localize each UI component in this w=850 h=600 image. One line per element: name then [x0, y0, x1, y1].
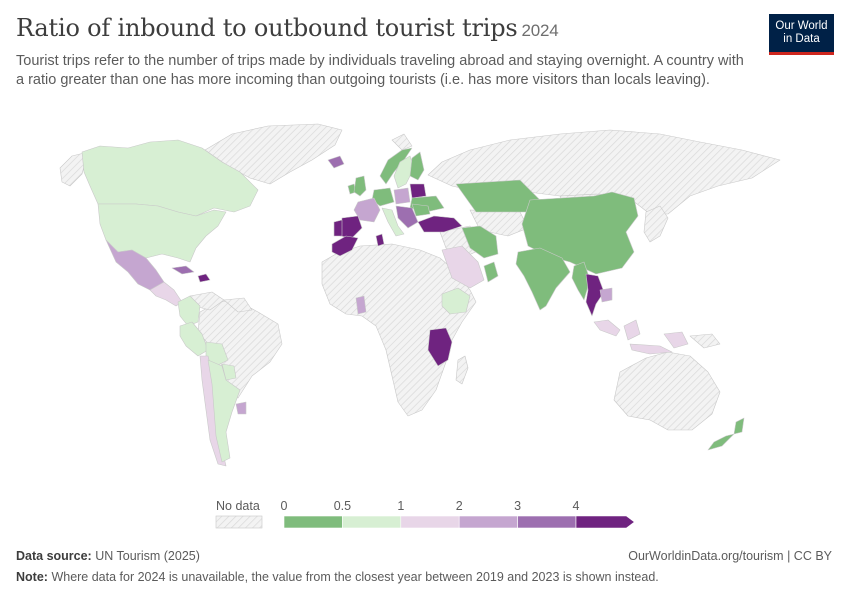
cambodia-region[interactable]: [599, 287, 613, 303]
poland-region[interactable]: [393, 187, 411, 205]
legend-no-data-label: No data: [216, 499, 260, 513]
alaska-region[interactable]: [59, 151, 89, 187]
data-source: Data source: UN Tourism (2025): [16, 549, 200, 563]
morocco-region[interactable]: [331, 235, 359, 257]
legend-bins: [283, 515, 635, 529]
legend-bin[interactable]: [458, 515, 518, 529]
scandinavia-arctic-region[interactable]: [391, 133, 413, 151]
source-label: Data source:: [16, 549, 92, 563]
tanzania-region[interactable]: [427, 327, 453, 367]
tunisia-region[interactable]: [375, 233, 385, 247]
legend-tick-label: 2: [456, 499, 463, 513]
world-map: [59, 123, 781, 467]
logo-line2: in Data: [783, 33, 820, 45]
finland-region[interactable]: [409, 151, 425, 181]
title-year: 2024: [521, 21, 559, 40]
greenland-region[interactable]: [204, 123, 343, 185]
ethiopia-region[interactable]: [441, 287, 471, 315]
footnote: Note: Where data for 2024 is unavailable…: [16, 570, 659, 584]
romania-region[interactable]: [411, 203, 431, 217]
legend-ticks: 0 0.5 1 2 3 4: [281, 499, 580, 513]
note-label: Note:: [16, 570, 48, 584]
italy-region[interactable]: [381, 207, 405, 237]
owid-logo[interactable]: Our World in Data: [769, 14, 834, 55]
africa-region[interactable]: [321, 243, 477, 417]
legend-bin[interactable]: [575, 515, 635, 529]
source-text[interactable]: UN Tourism (2025): [95, 549, 200, 563]
thailand-region[interactable]: [585, 273, 605, 317]
madagascar-region[interactable]: [455, 355, 469, 385]
legend-tick-label: 0.5: [334, 499, 351, 513]
japan-korea-region[interactable]: [643, 205, 669, 243]
balkans-region[interactable]: [395, 205, 419, 229]
legend-tick-label: 0: [281, 499, 288, 513]
bolivia-region[interactable]: [205, 341, 229, 367]
dominican-republic-region[interactable]: [197, 273, 211, 283]
iran-region[interactable]: [461, 225, 499, 259]
saudi-arabia-region[interactable]: [441, 245, 485, 289]
oman-region[interactable]: [483, 261, 499, 283]
portugal-region[interactable]: [333, 219, 343, 237]
legend-no-data-swatch: [215, 515, 263, 529]
australia-region[interactable]: [613, 351, 721, 431]
venezuela-guyana-region[interactable]: [223, 297, 253, 313]
png-region[interactable]: [689, 333, 721, 349]
france-region[interactable]: [353, 197, 381, 223]
colombia-region[interactable]: [177, 295, 201, 327]
myanmar-region[interactable]: [571, 261, 591, 301]
uruguay-region[interactable]: [235, 401, 247, 415]
legend-bin[interactable]: [400, 515, 460, 529]
legend-bin[interactable]: [517, 515, 577, 529]
legend-tick-label: 4: [573, 499, 580, 513]
legend-tick-label: 3: [514, 499, 521, 513]
ghana-region[interactable]: [355, 295, 367, 315]
owid-url[interactable]: OurWorldinData.org/tourism | CC BY: [628, 549, 832, 563]
iceland-region[interactable]: [327, 155, 345, 169]
indonesia-region[interactable]: [593, 319, 689, 355]
uk-region[interactable]: [353, 175, 367, 197]
india-region[interactable]: [515, 247, 571, 311]
argentina-region[interactable]: [207, 359, 241, 463]
peru-region[interactable]: [179, 321, 209, 357]
chart-title: Ratio of inbound to outbound tourist tri…: [16, 14, 559, 42]
new-zealand-region[interactable]: [707, 417, 745, 451]
belarus-region[interactable]: [409, 183, 427, 199]
logo-line1: Our World: [775, 20, 828, 32]
norway-region[interactable]: [379, 147, 413, 185]
turkey-region[interactable]: [417, 215, 463, 233]
legend-tick-label: 1: [397, 499, 404, 513]
title-text: Ratio of inbound to outbound tourist tri…: [16, 14, 518, 42]
chart-subtitle: Tourist trips refer to the number of tri…: [16, 53, 744, 88]
cuba-region[interactable]: [171, 265, 195, 275]
color-legend: No data 0 0.5 1 2 3 4: [215, 499, 635, 529]
legend-bin[interactable]: [342, 515, 402, 529]
legend-bin[interactable]: [283, 515, 343, 529]
note-text: Where data for 2024 is unavailable, the …: [51, 570, 659, 584]
spain-region[interactable]: [339, 215, 363, 239]
